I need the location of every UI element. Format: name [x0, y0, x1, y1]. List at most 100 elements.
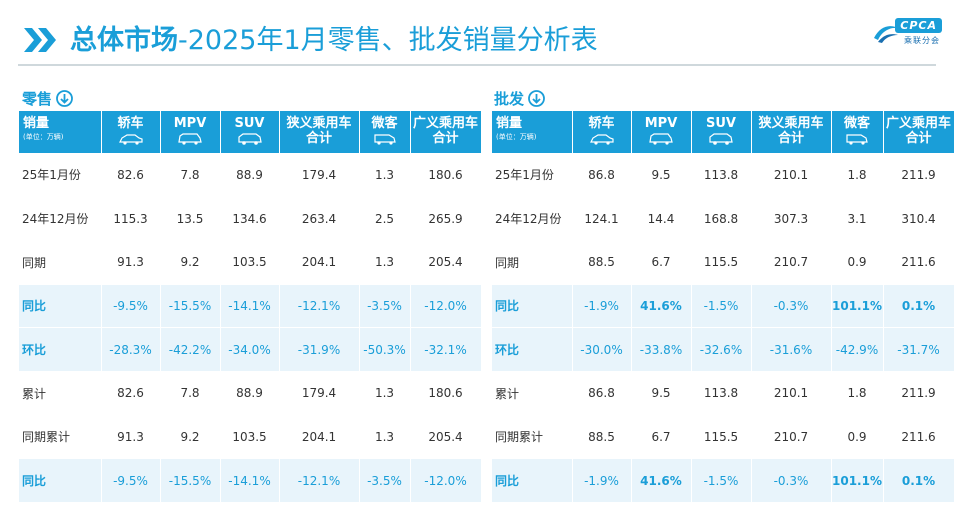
- table-cell: 211.6: [883, 240, 954, 285]
- table-row: 25年1月份 86.8 9.5 113.8 210.1 1.8 211.9: [492, 153, 954, 198]
- table-cell: 88.9: [220, 371, 280, 416]
- table-cell: 204.1: [279, 240, 360, 285]
- table-row: 同比 -1.9% 41.6% -1.5% -0.3% 101.1% 0.1%: [492, 458, 954, 503]
- table-cell: 14.4: [631, 196, 692, 241]
- table-cell: 179.4: [279, 371, 360, 416]
- table-row: 同比 -9.5% -15.5% -14.1% -12.1% -3.5% -12.0%: [19, 458, 482, 503]
- col-broad-total: 广义乘用车 合计: [410, 111, 482, 153]
- table-cell: -15.5%: [160, 458, 221, 503]
- table-cell: 101.1%: [831, 458, 884, 503]
- table-cell: 9.2: [160, 415, 221, 460]
- col-sedan: 轿车: [572, 111, 632, 153]
- table-cell: 101.1%: [831, 284, 884, 329]
- col-narrow-line1: 狭义乘用车: [758, 116, 824, 131]
- table-cell: 6.7: [631, 415, 692, 460]
- col-broad-line2: 合计: [432, 131, 459, 146]
- logo-subtext: 乘联分会: [904, 36, 940, 45]
- table-cell: 210.1: [751, 371, 832, 416]
- table-cell: 124.1: [572, 196, 632, 241]
- table-cell: 91.3: [101, 240, 161, 285]
- table-cell: 0.9: [831, 415, 884, 460]
- table-cell: 204.1: [279, 415, 360, 460]
- table-row: 同比 -9.5% -15.5% -14.1% -12.1% -3.5% -12.0%: [19, 284, 482, 329]
- col-broad-line2: 合计: [905, 131, 932, 146]
- table-cell: 88.9: [220, 153, 280, 198]
- table-cell: 211.9: [883, 153, 954, 198]
- table-cell: 3.1: [831, 196, 884, 241]
- col-unit-label: (单位：万辆): [496, 133, 537, 141]
- table-cell: 210.7: [751, 415, 832, 460]
- table-cell: -42.2%: [160, 327, 221, 372]
- table-cell: -33.8%: [631, 327, 692, 372]
- col-broad-total: 广义乘用车 合计: [883, 111, 954, 153]
- col-mpv-label: MPV: [173, 116, 207, 131]
- table-cell: 82.6: [101, 153, 161, 198]
- table-cell: 86.8: [572, 153, 632, 198]
- table-cell: 205.4: [410, 240, 482, 285]
- double-chevron-right-icon: [24, 28, 56, 52]
- col-sales-label: 销量: [496, 116, 523, 131]
- row-label: 同比: [492, 284, 573, 329]
- table-cell: 13.5: [160, 196, 221, 241]
- retail-label: 零售: [22, 90, 53, 108]
- table-cell: -12.0%: [410, 458, 482, 503]
- row-label: 同期: [19, 240, 102, 285]
- table-cell: -1.5%: [691, 284, 752, 329]
- table-cell: -32.1%: [410, 327, 482, 372]
- wholesale-table-body: 25年1月份 86.8 9.5 113.8 210.1 1.8 211.9 24年12月份 12…: [492, 153, 954, 503]
- table-cell: -30.0%: [572, 327, 632, 372]
- arrow-down-circle-icon: [528, 90, 545, 107]
- table-cell: 115.5: [691, 240, 752, 285]
- row-label: 同期累计: [19, 415, 102, 460]
- suv-icon: [237, 133, 262, 145]
- table-row: 同期 91.3 9.2 103.5 204.1 1.3 205.4: [19, 240, 482, 285]
- row-label: 25年1月份: [19, 153, 102, 198]
- table-cell: 41.6%: [631, 284, 692, 329]
- table-cell: 86.8: [572, 371, 632, 416]
- col-mpv: MPV: [160, 111, 221, 153]
- table-cell: -31.9%: [279, 327, 360, 372]
- table-cell: 134.6: [220, 196, 280, 241]
- retail-section-label: 零售: [22, 88, 73, 109]
- col-sedan-label: 轿车: [588, 116, 615, 131]
- table-cell: 115.3: [101, 196, 161, 241]
- table-cell: 180.6: [410, 371, 482, 416]
- table-cell: 1.3: [359, 371, 411, 416]
- row-label: 同期累计: [492, 415, 573, 460]
- col-micro: 微客: [831, 111, 884, 153]
- row-label: 同比: [19, 458, 102, 503]
- table-row: 同期累计 91.3 9.2 103.5 204.1 1.3 205.4: [19, 415, 482, 460]
- row-label: 25年1月份: [492, 153, 573, 198]
- mpv-icon: [178, 133, 202, 145]
- table-cell: 307.3: [751, 196, 832, 241]
- col-narrow-line2: 合计: [305, 131, 332, 146]
- table-cell: -42.9%: [831, 327, 884, 372]
- table-row: 环比 -30.0% -33.8% -32.6% -31.6% -42.9% -31.7%: [492, 327, 954, 372]
- col-narrow-total: 狭义乘用车 合计: [279, 111, 360, 153]
- row-label: 累计: [492, 371, 573, 416]
- col-unit-label: (单位：万辆): [23, 133, 64, 141]
- sedan-icon: [589, 134, 614, 145]
- table-cell: 1.3: [359, 240, 411, 285]
- col-suv: SUV: [691, 111, 752, 153]
- table-row: 24年12月份 124.1 14.4 168.8 307.3 3.1 310.4: [492, 196, 954, 241]
- table-cell: 115.5: [691, 415, 752, 460]
- table-row: 同比 -1.9% 41.6% -1.5% -0.3% 101.1% 0.1%: [492, 284, 954, 329]
- table-cell: -34.0%: [220, 327, 280, 372]
- table-cell: -12.1%: [279, 284, 360, 329]
- table-cell: 113.8: [691, 371, 752, 416]
- table-cell: 205.4: [410, 415, 482, 460]
- col-micro: 微客: [359, 111, 411, 153]
- table-cell: -31.6%: [751, 327, 832, 372]
- table-cell: 2.5: [359, 196, 411, 241]
- sedan-icon: [118, 134, 143, 145]
- table-row: 25年1月份 82.6 7.8 88.9 179.4 1.3 180.6: [19, 153, 482, 198]
- row-label: 同比: [492, 458, 573, 503]
- table-cell: -9.5%: [101, 458, 161, 503]
- table-row: 累计 82.6 7.8 88.9 179.4 1.3 180.6: [19, 371, 482, 416]
- microvan-icon: [846, 134, 868, 145]
- table-cell: -31.7%: [883, 327, 954, 372]
- row-label: 同比: [19, 284, 102, 329]
- cpca-logo: CPCA 乘联分会: [872, 18, 942, 48]
- mpv-icon: [649, 133, 673, 145]
